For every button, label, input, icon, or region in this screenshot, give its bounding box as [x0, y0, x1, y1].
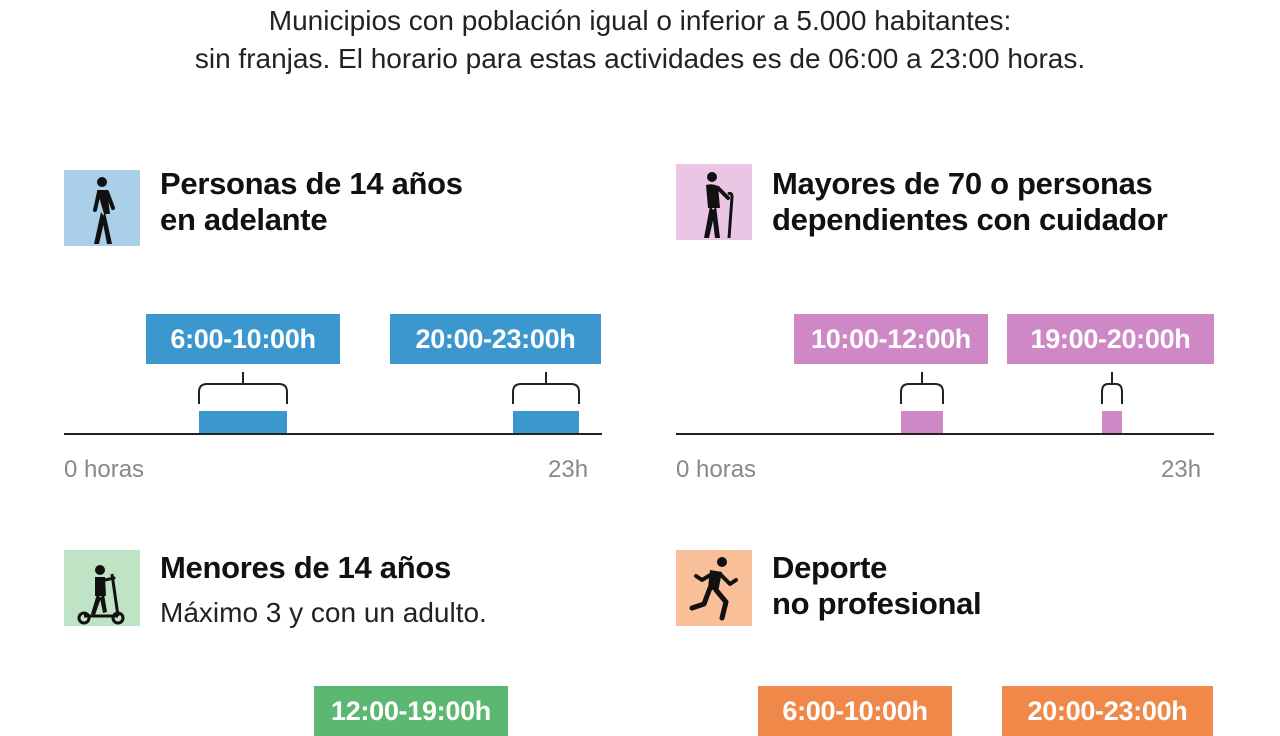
title-line-2: dependientes con cuidador — [772, 202, 1168, 237]
slot-bracket — [512, 372, 580, 404]
title-line-2: en adelante — [160, 202, 328, 237]
title-line-1: Personas de 14 años — [160, 166, 463, 201]
panel-title: Deporte no profesional — [772, 550, 982, 622]
axis-end-label: 23h — [1161, 456, 1202, 483]
time-slot-label: 10:00-12:00h — [794, 314, 988, 364]
axis-end-label: 23h — [548, 456, 589, 483]
time-slot-bar — [513, 411, 579, 433]
slot-brackets — [900, 372, 1123, 404]
panel-title: Personas de 14 años en adelante — [160, 166, 463, 238]
time-slot-bar — [901, 411, 943, 433]
walking-person-icon — [64, 170, 140, 246]
time-slot-label: 12:00-19:00h — [314, 686, 508, 736]
title-line-1: Deporte — [772, 550, 888, 585]
time-slot-label: 20:00-23:00h — [390, 314, 601, 364]
time-slot-label: 19:00-20:00h — [1007, 314, 1214, 364]
intro-line-1: Municipios con población igual o inferio… — [268, 5, 1012, 36]
slot-brackets — [198, 372, 580, 404]
axis-start-label: 0 horas — [676, 456, 757, 483]
title-line-1: Mayores de 70 o personas — [772, 166, 1153, 201]
slot-bracket — [198, 372, 288, 404]
time-slot-bar — [1102, 411, 1122, 433]
slot-bracket — [900, 372, 944, 404]
running-person-icon — [676, 550, 752, 626]
timeline-axis — [64, 433, 602, 435]
elderly-person-cane-icon — [676, 164, 752, 240]
timeline-axis — [676, 433, 1214, 435]
time-slot-bar — [199, 411, 287, 433]
time-slot-label: 6:00-10:00h — [758, 686, 952, 736]
time-slot-label: 20:00-23:00h — [1002, 686, 1213, 736]
time-slot-label: 6:00-10:00h — [146, 314, 340, 364]
axis-start-label: 0 horas — [64, 456, 145, 483]
panel-title: Menores de 14 años — [160, 550, 451, 585]
title-line-2: no profesional — [772, 586, 982, 621]
panel-title: Mayores de 70 o personas dependientes co… — [772, 166, 1168, 238]
intro-text: Municipios con población igual o inferio… — [0, 2, 1280, 78]
child-scooter-icon — [64, 550, 140, 626]
intro-line-2: sin franjas. El horario para estas activ… — [194, 43, 1086, 74]
slot-bracket — [1101, 372, 1123, 404]
panel-subtitle: Máximo 3 y con un adulto. — [160, 597, 487, 628]
